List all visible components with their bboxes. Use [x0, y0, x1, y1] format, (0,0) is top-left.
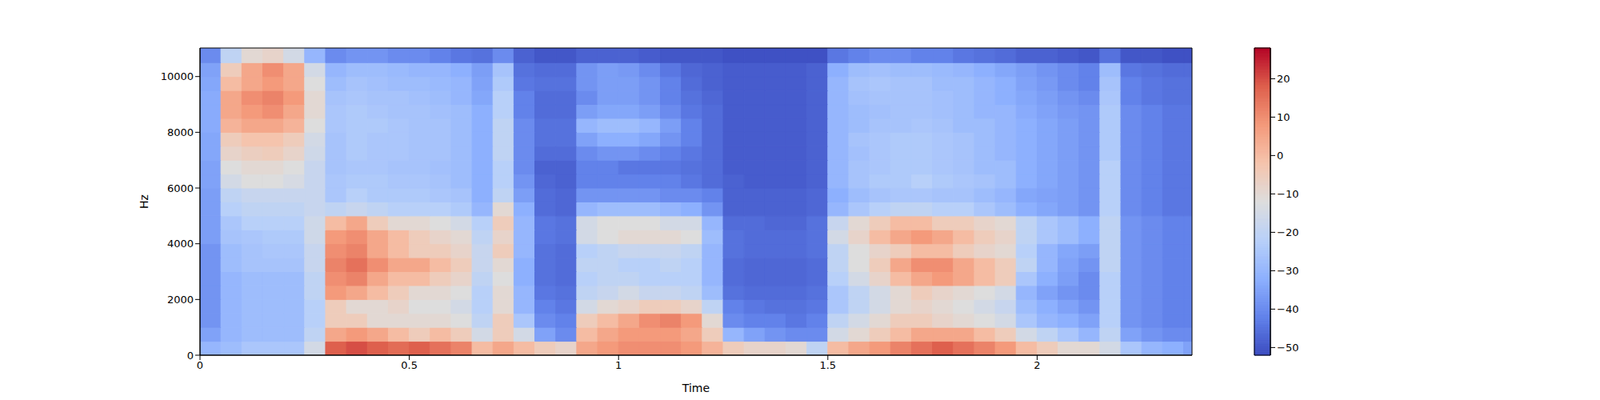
svg-text:0: 0 [196, 359, 204, 372]
svg-text:10000: 10000 [160, 70, 194, 83]
svg-text:−30: −30 [1276, 264, 1299, 277]
svg-text:Hz: Hz [137, 194, 151, 209]
svg-text:−40: −40 [1276, 303, 1299, 316]
svg-text:1.5: 1.5 [819, 359, 836, 372]
svg-text:0.5: 0.5 [400, 359, 418, 372]
svg-text:2: 2 [1033, 359, 1040, 372]
svg-text:−50: −50 [1276, 341, 1299, 354]
svg-text:0: 0 [1276, 149, 1284, 162]
svg-text:−10: −10 [1276, 188, 1299, 200]
svg-text:6000: 6000 [167, 182, 194, 195]
svg-text:4000: 4000 [167, 237, 194, 250]
svg-text:Time: Time [681, 381, 710, 395]
svg-text:20: 20 [1276, 72, 1291, 85]
svg-text:−20: −20 [1276, 226, 1299, 239]
svg-text:10: 10 [1276, 111, 1291, 124]
svg-text:2000: 2000 [167, 293, 194, 306]
svg-text:8000: 8000 [167, 126, 194, 139]
svg-text:1: 1 [615, 359, 622, 372]
svg-text:0: 0 [187, 349, 194, 362]
